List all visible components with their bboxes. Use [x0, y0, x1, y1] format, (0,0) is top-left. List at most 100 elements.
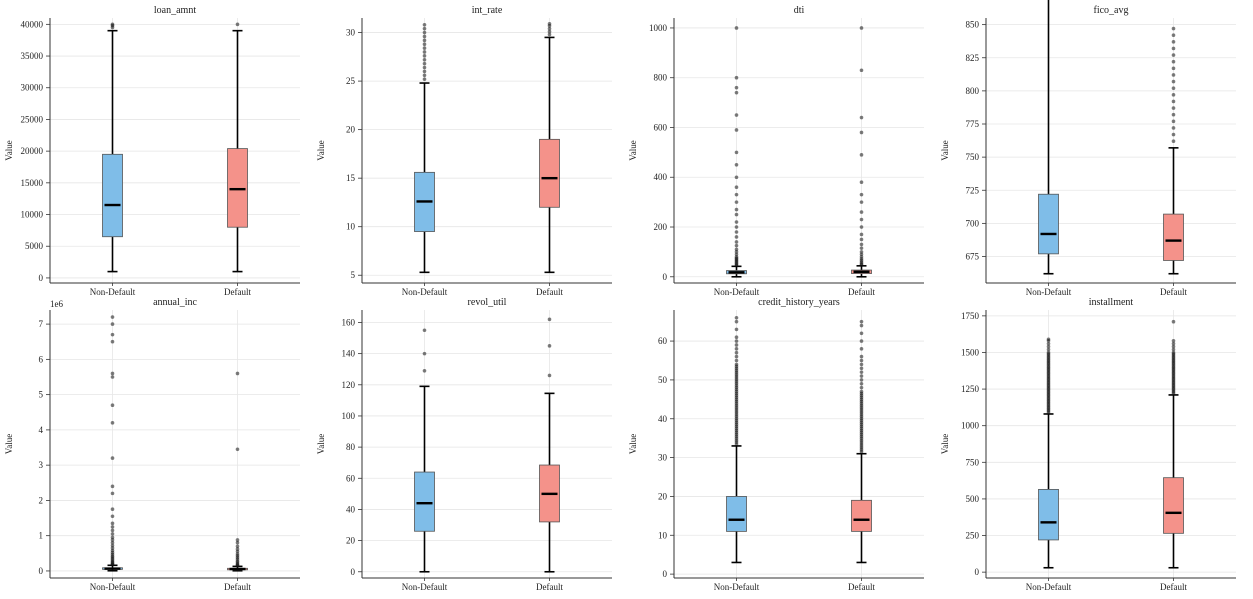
iqr-box [1038, 488, 1059, 541]
y-tick-label: 15 [346, 173, 356, 183]
outlier-point [1171, 40, 1176, 44]
outlier-point [235, 547, 240, 551]
y-tick-label: 10 [346, 222, 356, 232]
box-default [1163, 26, 1184, 275]
panel-title: revol_util [468, 297, 507, 308]
outlier-point [422, 38, 427, 43]
y-tick-label: 750 [966, 457, 980, 467]
panel-revol_util: revol_util 0 20 40 60 80 100 120 140 160 Value Non-… [316, 297, 612, 592]
outlier-point [859, 130, 864, 135]
outlier-point [1171, 119, 1176, 124]
outlier-point [547, 22, 552, 26]
outlier-point [859, 370, 864, 374]
x-tick-label: Non-Default [402, 582, 448, 592]
box-non-default [726, 26, 747, 278]
y-axis-label: Value [316, 140, 326, 161]
y-tick-label: 825 [966, 53, 980, 63]
outlier-point [110, 538, 115, 542]
outlier-point [734, 343, 739, 347]
y-tick-label: 30 [658, 453, 668, 463]
y-tick-label: 1250 [961, 384, 980, 394]
y-tick-label: 725 [966, 185, 980, 195]
outlier-point [734, 327, 739, 332]
box-non-default [726, 315, 747, 564]
outlier-point [1046, 341, 1051, 346]
panel-title: annual_inc [153, 297, 197, 308]
outlier-point [1171, 338, 1176, 343]
iqr-box [539, 138, 560, 208]
outlier-point [859, 385, 864, 390]
y-tick-label: 20000 [21, 146, 44, 156]
outlier-point [110, 543, 115, 548]
x-tick-label: Non-Default [90, 287, 136, 297]
outlier-point [859, 255, 864, 259]
y-axis-label: Value [316, 434, 326, 455]
outlier-point [422, 61, 427, 66]
outlier-point [859, 358, 864, 363]
outlier-point [734, 207, 739, 212]
y-tick-label: 0 [39, 273, 44, 283]
y-axis-label: Value [4, 140, 14, 161]
x-tick-label: Non-Default [402, 287, 448, 297]
y-tick-label: 30000 [21, 83, 44, 93]
outlier-point [1046, 350, 1051, 355]
outlier-point [1171, 46, 1176, 51]
outlier-point [859, 246, 864, 250]
outlier-point [734, 150, 739, 155]
outlier-point [422, 50, 427, 54]
y-tick-label: 7 [39, 319, 44, 329]
box-non-default [1038, 337, 1059, 569]
outlier-point [859, 180, 864, 185]
y-axis-label: Value [628, 434, 638, 455]
outlier-point [1171, 93, 1176, 97]
outlier-point [734, 250, 739, 254]
outlier-point [734, 90, 739, 95]
outlier-point [110, 514, 115, 519]
outlier-point [110, 315, 115, 319]
outlier-point [422, 26, 427, 31]
outlier-point [734, 75, 739, 80]
outlier-point [235, 538, 240, 542]
panel-title: dti [794, 5, 805, 16]
iqr-box [726, 496, 747, 532]
box-non-default [102, 22, 123, 273]
y-tick-label: 40 [658, 414, 668, 424]
outlier-point [422, 351, 427, 356]
y-tick-label: 1 [39, 531, 44, 541]
outlier-point [110, 339, 115, 344]
outlier-point [110, 22, 115, 27]
outlier-point [110, 332, 115, 337]
outlier-point [1171, 99, 1176, 104]
outlier-point [859, 217, 864, 222]
panel-annual_inc: annual_inc 0 1 2 3 4 5 6 7 Value 1e6 Non-Default Def… [4, 297, 300, 592]
panel-dti: dti 0 200 400 600 800 1000 Value Non-Default Defa… [628, 5, 924, 297]
outlier-point [734, 354, 739, 359]
outlier-point [859, 225, 864, 229]
outlier-point [734, 243, 739, 248]
y-tick-label: 15000 [21, 178, 44, 188]
outlier-point [1171, 341, 1176, 346]
outlier-point [859, 200, 864, 204]
outlier-point [1171, 132, 1176, 137]
outlier-point [547, 32, 552, 37]
box-default [227, 22, 248, 273]
outlier-point [1171, 66, 1176, 71]
outlier-point [110, 484, 115, 489]
outlier-point [547, 26, 552, 31]
panel-credit_history_years: credit_history_years 0 10 20 30 40 50 60 Value No… [628, 297, 924, 592]
y-tick-label: 0 [39, 566, 44, 576]
outlier-point [547, 29, 552, 34]
x-tick-label: Non-Default [714, 287, 760, 297]
outlier-point [859, 192, 864, 197]
outlier-point [1171, 33, 1176, 38]
outlier-point [1046, 337, 1051, 342]
y-tick-label: 2 [39, 495, 44, 505]
outlier-point [1171, 79, 1176, 84]
outlier-point [859, 237, 864, 242]
iqr-box [102, 153, 123, 238]
outlier-point [547, 373, 552, 378]
y-tick-label: 35000 [21, 51, 44, 61]
outlier-point [734, 335, 739, 339]
y-tick-label: 50 [658, 375, 668, 385]
y-tick-label: 10 [658, 530, 668, 540]
